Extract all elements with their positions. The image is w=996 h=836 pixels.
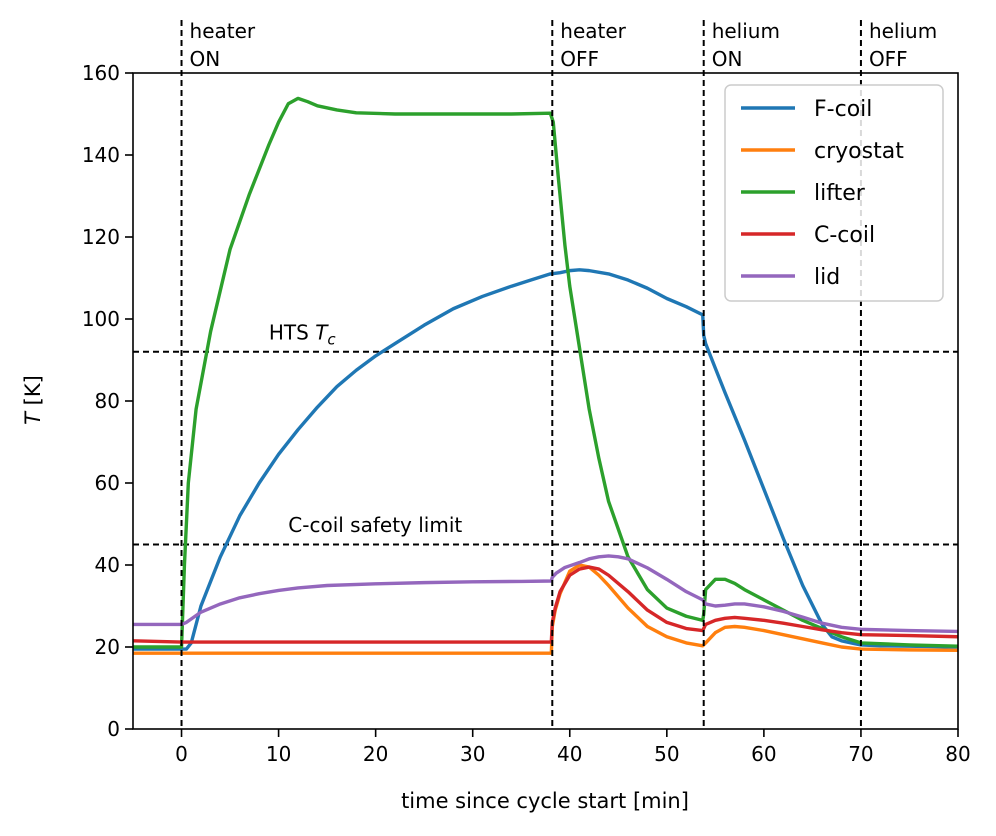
vline-label-top-2: helium: [712, 19, 780, 43]
series-line-lifter: [133, 96, 958, 649]
legend-label-lid: lid: [814, 265, 840, 290]
x-tick-label: 70: [848, 742, 873, 766]
y-tick-label: 140: [82, 143, 120, 167]
y-tick-label: 60: [95, 471, 120, 495]
vline-label-bottom-3: OFF: [869, 47, 908, 71]
x-tick-label: 60: [751, 742, 776, 766]
legend-frame: [724, 84, 944, 302]
legend: F-coil cryostat lifter C-coil lid: [724, 84, 944, 302]
y-axis-label: T [K]: [21, 375, 45, 425]
legend-label-c-coil: C-coil: [814, 223, 875, 248]
x-tick-label: 0: [175, 742, 188, 766]
legend-label-cryostat: cryostat: [814, 139, 904, 164]
vline-label-bottom-2: ON: [712, 47, 743, 71]
x-axis-label: time since cycle start [min]: [401, 789, 689, 813]
reference-hlines: HTS Tc C-coil safety limit: [133, 321, 958, 546]
y-tick-label: 0: [107, 717, 120, 741]
series-line-cryostat: [133, 563, 958, 655]
y-tick-label: 160: [82, 61, 120, 85]
x-tick-label: 30: [460, 742, 485, 766]
hline-label-0: HTS Tc: [269, 321, 337, 349]
hline-label-1: C-coil safety limit: [288, 513, 462, 537]
series-lines: [133, 96, 958, 655]
vline-label-bottom-0: ON: [190, 47, 221, 71]
series-line-c-coil: [133, 565, 958, 644]
x-tick-label: 80: [945, 742, 970, 766]
y-tick-label: 40: [95, 553, 120, 577]
x-tick-label: 50: [654, 742, 679, 766]
y-tick-label: 20: [95, 635, 120, 659]
x-tick-label: 40: [557, 742, 582, 766]
x-tick-label: 20: [363, 742, 388, 766]
legend-label-f-coil: F-coil: [814, 97, 872, 122]
vline-label-bottom-1: OFF: [560, 47, 599, 71]
event-vlines: heater ON heater OFF helium ON helium OFF: [180, 19, 937, 729]
y-tick-label: 80: [95, 389, 120, 413]
series-line-f-coil: [133, 268, 958, 651]
legend-label-lifter: lifter: [814, 181, 866, 206]
vline-label-top-0: heater: [190, 19, 256, 43]
axes: 0 10 20 30 40 50 60 70 80 0 20 40 60 80 100 120 140 160: [82, 61, 971, 766]
series-line-lid: [133, 554, 958, 634]
x-tick-label: 10: [266, 742, 291, 766]
vline-label-top-1: heater: [560, 19, 626, 43]
y-tick-label: 120: [82, 225, 120, 249]
y-tick-label: 100: [82, 307, 120, 331]
vline-label-top-3: helium: [869, 19, 937, 43]
